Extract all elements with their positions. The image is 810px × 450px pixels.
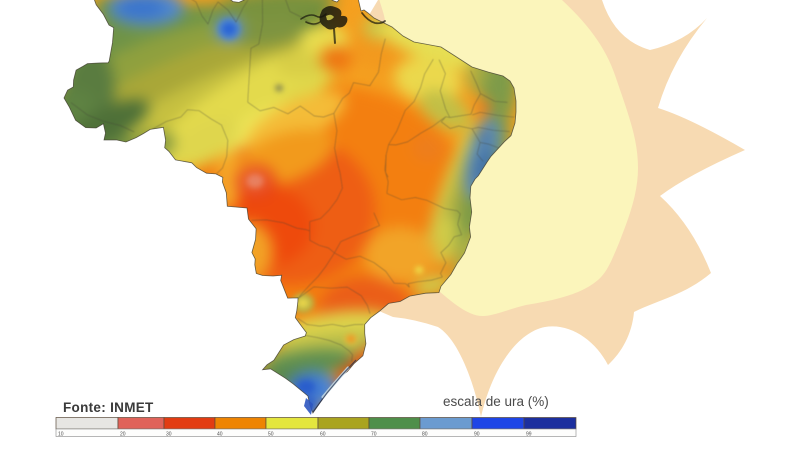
svg-text:30: 30 bbox=[166, 432, 172, 438]
svg-text:90: 90 bbox=[474, 432, 480, 438]
svg-text:99: 99 bbox=[526, 432, 532, 438]
svg-text:10: 10 bbox=[58, 432, 64, 438]
svg-text:40: 40 bbox=[217, 432, 223, 438]
svg-text:50: 50 bbox=[268, 432, 274, 438]
svg-text:70: 70 bbox=[371, 432, 377, 438]
svg-text:escala de ura (%): escala de ura (%) bbox=[443, 394, 549, 409]
svg-text:80: 80 bbox=[422, 432, 428, 438]
svg-text:20: 20 bbox=[120, 432, 126, 438]
svg-text:60: 60 bbox=[320, 432, 326, 438]
svg-text:Fonte: INMET: Fonte: INMET bbox=[63, 400, 154, 415]
